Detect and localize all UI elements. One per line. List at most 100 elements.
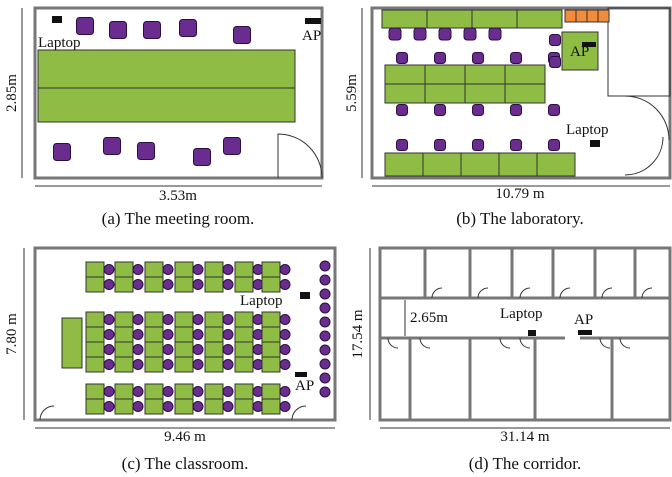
chair xyxy=(320,261,330,271)
chair xyxy=(193,265,203,275)
chair xyxy=(224,138,241,155)
caption: (d) The corridor. xyxy=(469,454,582,473)
chair xyxy=(320,275,330,285)
desk xyxy=(235,357,253,372)
chair xyxy=(193,387,203,397)
chair xyxy=(193,330,203,340)
chair xyxy=(104,138,121,155)
height-label: 7.80 m xyxy=(4,313,20,355)
desk xyxy=(461,153,499,176)
desk xyxy=(115,312,133,327)
desk xyxy=(86,342,104,357)
desk xyxy=(175,342,193,357)
chair xyxy=(223,360,233,370)
orange-block xyxy=(565,10,576,22)
width-label: 9.46 m xyxy=(164,429,206,445)
desk xyxy=(385,84,425,103)
desk xyxy=(86,262,104,277)
chair xyxy=(435,140,446,151)
chair xyxy=(133,387,143,397)
desk xyxy=(235,342,253,357)
ap-icon xyxy=(305,18,321,24)
chair xyxy=(320,345,330,355)
chair xyxy=(234,27,251,44)
caption: (a) The meeting room. xyxy=(102,209,255,228)
chair xyxy=(549,105,560,116)
corridor-width-label: 2.65m xyxy=(410,310,448,326)
laptop-icon xyxy=(300,292,310,299)
desk xyxy=(145,262,163,277)
desk xyxy=(145,399,163,414)
chair xyxy=(489,28,501,40)
height-label: 2.85m xyxy=(4,74,20,112)
desk xyxy=(235,399,253,414)
chair xyxy=(223,280,233,290)
chair xyxy=(163,265,173,275)
chair xyxy=(180,20,197,37)
chair xyxy=(104,265,114,275)
chair xyxy=(320,331,330,341)
chair xyxy=(550,57,561,68)
desk xyxy=(427,10,472,28)
desk xyxy=(262,342,280,357)
chair xyxy=(133,265,143,275)
chair xyxy=(435,53,446,64)
desk xyxy=(205,262,223,277)
chair xyxy=(223,265,233,275)
desk xyxy=(175,384,193,399)
desk xyxy=(175,357,193,372)
orange-block xyxy=(587,10,598,22)
caption: (c) The classroom. xyxy=(122,454,249,473)
chair xyxy=(104,280,114,290)
chair xyxy=(194,149,211,166)
desk xyxy=(205,327,223,342)
chair xyxy=(163,387,173,397)
desk xyxy=(235,312,253,327)
orange-block xyxy=(576,10,587,22)
chair xyxy=(163,315,173,325)
desk xyxy=(505,84,545,103)
laptop-label: Laptop xyxy=(240,293,283,309)
panel-b: AP Laptop 10.79 m 5.59m (b) The laborato… xyxy=(344,8,670,228)
desk xyxy=(86,399,104,414)
chair xyxy=(223,345,233,355)
chair xyxy=(104,402,114,412)
desk xyxy=(235,262,253,277)
desk xyxy=(145,312,163,327)
desk xyxy=(385,153,423,176)
chair xyxy=(435,105,446,116)
desk xyxy=(465,84,505,103)
desk xyxy=(262,357,280,372)
width-label: 10.79 m xyxy=(495,186,545,202)
desk xyxy=(505,65,545,84)
orange-block xyxy=(598,10,609,22)
chair xyxy=(193,402,203,412)
desk xyxy=(86,357,104,372)
desk xyxy=(205,342,223,357)
desk xyxy=(145,277,163,292)
chair xyxy=(414,28,426,40)
chair xyxy=(280,387,290,397)
caption: (b) The laboratory. xyxy=(456,209,583,228)
chair xyxy=(389,28,401,40)
desk xyxy=(205,312,223,327)
laptop-label: Laptop xyxy=(566,122,609,138)
table xyxy=(38,50,295,122)
desk xyxy=(145,342,163,357)
desk xyxy=(205,384,223,399)
chair xyxy=(223,387,233,397)
chair xyxy=(280,402,290,412)
width-label: 31.14 m xyxy=(500,429,550,445)
chair xyxy=(320,373,330,383)
desk xyxy=(465,65,505,84)
chair xyxy=(397,53,408,64)
desk xyxy=(235,327,253,342)
door xyxy=(278,134,322,178)
teacher-desk xyxy=(62,318,82,368)
height-label: 17.54 m xyxy=(350,309,366,359)
desk xyxy=(115,342,133,357)
desk xyxy=(499,153,537,176)
chair xyxy=(280,280,290,290)
chair xyxy=(110,22,127,39)
chair xyxy=(280,315,290,325)
